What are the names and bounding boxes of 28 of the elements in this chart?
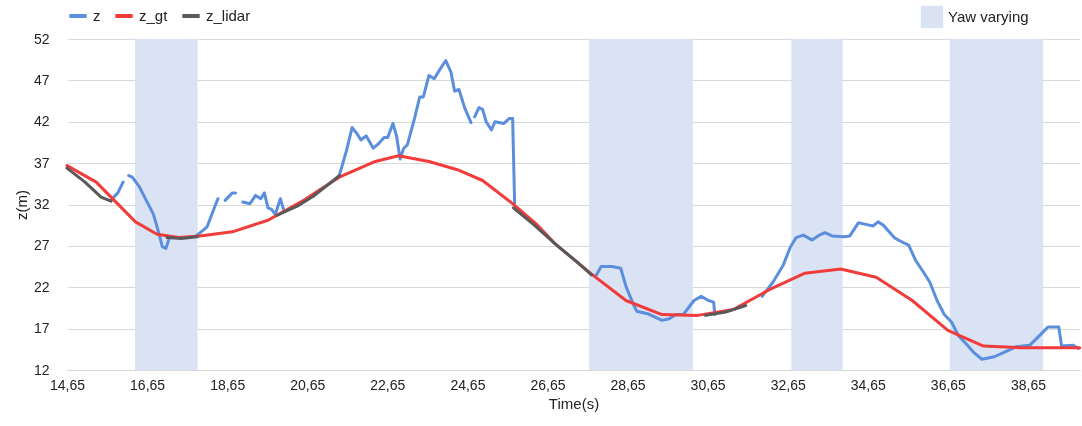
legend-label: z_lidar: [206, 7, 251, 24]
x-tick-label: 26,65: [530, 376, 566, 393]
x-tick-label: 30,65: [690, 376, 726, 393]
y-tick-label: 52: [33, 30, 50, 47]
x-tick-label: 20,65: [290, 376, 326, 393]
x-tick-label: 38,65: [1010, 376, 1047, 393]
legend-label: z: [93, 7, 101, 24]
x-tick-label: 32,65: [770, 376, 806, 393]
y-tick-label: 42: [33, 113, 50, 130]
y-tick-label: 37: [33, 154, 50, 171]
x-tick-label: 18,65: [210, 376, 246, 393]
legend-label: z_gt: [139, 7, 169, 24]
x-tick-label: 34,65: [850, 376, 887, 393]
legend-label: Yaw varying: [948, 8, 1029, 25]
y-axis-title: z(m): [12, 190, 30, 220]
y-tick-label: 12: [33, 361, 50, 378]
x-tick-label: 16,65: [130, 376, 166, 393]
x-tick-label: 14,65: [49, 376, 86, 393]
y-tick-label: 27: [33, 237, 50, 254]
x-axis-title: Time(s): [548, 394, 600, 412]
x-tick-label: 28,65: [610, 376, 646, 393]
y-tick-label: 22: [33, 278, 50, 295]
x-tick-label: 24,65: [450, 376, 486, 393]
y-tick-label: 32: [33, 196, 50, 212]
y-tick-label: 47: [33, 71, 50, 88]
y-tick-label: 17: [33, 320, 50, 337]
x-tick-label: 36,65: [930, 376, 967, 393]
x-tick-label: 22,65: [370, 376, 406, 393]
